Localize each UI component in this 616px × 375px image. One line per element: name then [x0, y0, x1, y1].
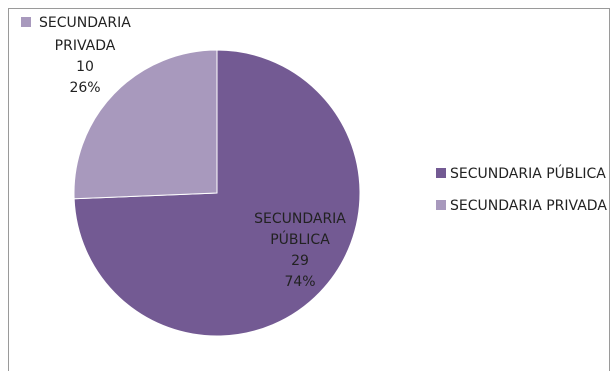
data-label-secundaria-privada-line-4: 26%	[69, 80, 100, 96]
data-label-secundaria-privada-line-3: 10	[76, 59, 94, 75]
data-labels: SECUNDARIA PÚBLICA 29 74% SECUNDARIA PRIVADA 1…	[21, 15, 346, 290]
data-label-secundaria-publica-line-2: PÚBLICA	[270, 230, 330, 248]
pie-slice-secundaria-privada	[73, 49, 218, 200]
pie-slices	[73, 49, 361, 337]
legend-swatch-secundaria-privada	[436, 200, 446, 210]
data-label-secundaria-publica-line-3: 29	[291, 253, 309, 269]
legend: SECUNDARIA PÚBLICA SECUNDARIA PRIVADA	[436, 164, 607, 214]
data-label-secundaria-publica-line-1: SECUNDARIA	[254, 211, 346, 227]
legend-swatch-secundaria-publica	[436, 168, 446, 178]
legend-label-secundaria-privada: SECUNDARIA PRIVADA	[450, 198, 607, 214]
data-label-secundaria-publica-line-4: 74%	[284, 274, 315, 290]
data-label-secundaria-privada-line-2: PRIVADA	[55, 38, 116, 54]
legend-label-secundaria-publica: SECUNDARIA PÚBLICA	[450, 164, 606, 182]
data-label-secundaria-privada-line-1: SECUNDARIA	[39, 15, 131, 31]
data-label-key-secundaria-privada	[21, 17, 31, 27]
